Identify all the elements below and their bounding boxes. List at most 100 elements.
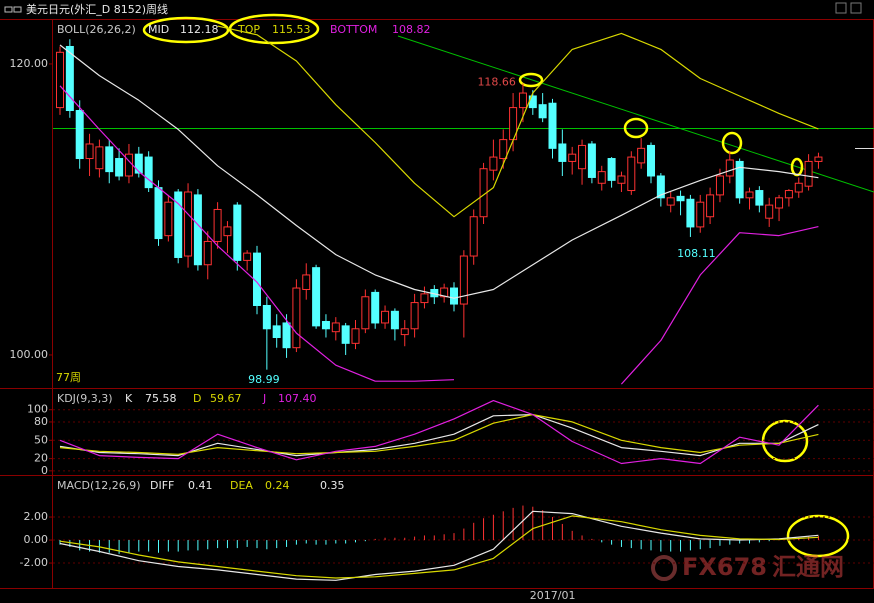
legend-name: MID	[148, 23, 169, 36]
legend-value: 107.40	[278, 392, 317, 405]
candle-body	[400, 328, 409, 336]
window-icon	[4, 6, 22, 13]
candle-body	[459, 255, 468, 305]
y-tick-label: 50	[34, 433, 48, 446]
candle-body	[676, 195, 685, 202]
panel-macd	[53, 505, 874, 581]
candle-body	[410, 302, 419, 330]
candle-body	[440, 287, 449, 298]
legend-value: 0.24	[265, 479, 290, 492]
indicator-line	[59, 510, 819, 581]
candle-body	[262, 304, 271, 330]
y-tick-label: 100.00	[10, 348, 49, 361]
watermark-name: 汇通网	[772, 553, 844, 581]
legend-value: 75.58	[145, 392, 177, 405]
candle-body	[784, 190, 793, 199]
candle-body	[587, 143, 596, 178]
candle-body	[351, 328, 360, 344]
candle-body	[312, 267, 321, 327]
legend-name: TOP	[237, 23, 260, 36]
candle-body	[95, 146, 104, 170]
data-label: 118.66	[477, 75, 516, 88]
candle-body	[814, 156, 823, 162]
candle-body	[568, 153, 577, 162]
candle-body	[124, 153, 133, 177]
candle-body	[193, 194, 202, 266]
legend-value: 59.67	[210, 392, 242, 405]
legend-name: DIFF	[150, 479, 174, 492]
y-tick-label: 100	[27, 403, 48, 416]
header-buttons	[835, 2, 862, 14]
candle-body	[627, 156, 636, 192]
legend-name: K	[125, 392, 133, 405]
candle-body	[420, 293, 429, 304]
candle-body	[213, 208, 222, 242]
watermark-brand: FX678	[682, 553, 767, 581]
trend-line	[397, 35, 874, 193]
y-tick-label: 20	[34, 452, 48, 465]
candle-body	[558, 143, 567, 162]
y-tick-label: -2.00	[20, 556, 48, 569]
candle-body	[775, 197, 784, 209]
candle-body	[696, 201, 705, 228]
candle-body	[597, 171, 606, 184]
candle-body	[637, 147, 646, 164]
candle-body	[134, 153, 143, 174]
y-tick-label: 80	[34, 415, 48, 428]
candle-body	[164, 201, 173, 237]
y-tick-label: 0.00	[24, 533, 49, 546]
candle-body	[706, 194, 715, 218]
candle-body	[144, 156, 153, 189]
candle-body	[469, 216, 478, 257]
candle-body	[361, 296, 370, 330]
indicator-line	[59, 515, 819, 579]
candle-body	[735, 160, 744, 199]
annotation: 77周	[56, 371, 81, 384]
candle-body	[518, 92, 527, 109]
candle-body	[292, 287, 301, 349]
legend-value: 108.82	[392, 23, 431, 36]
candle-body	[499, 139, 508, 160]
candle-body	[745, 191, 754, 199]
candle-body	[105, 146, 114, 173]
candle-body	[223, 226, 232, 237]
legend-value: 0.41	[188, 479, 213, 492]
legend-name: BOTTOM	[330, 23, 377, 36]
candle-body	[115, 158, 124, 177]
candle-body	[184, 191, 193, 257]
candle-body	[174, 191, 183, 258]
candle-body	[321, 321, 330, 330]
candle-body	[154, 187, 163, 240]
candle-body	[804, 160, 813, 187]
candle-body	[243, 252, 252, 261]
annotations	[53, 35, 874, 193]
panel-candlestick	[56, 25, 823, 385]
candle-body	[331, 322, 340, 333]
candle-body	[656, 175, 665, 199]
data-label: 98.99	[248, 373, 280, 386]
candle-body	[302, 274, 311, 290]
candle-body	[272, 325, 281, 339]
y-tick-label: 2.00	[24, 510, 49, 523]
legend-name: DEA	[230, 479, 253, 492]
candle-body	[56, 51, 64, 109]
candle-body	[75, 110, 84, 160]
indicator-line	[217, 25, 819, 218]
y-tick-label: 120.00	[10, 57, 49, 70]
legend-name: J	[262, 392, 266, 405]
candle-body	[725, 159, 734, 177]
indicator-line	[59, 85, 819, 385]
candle-body	[341, 325, 350, 344]
candle-body	[381, 310, 390, 324]
candle-body	[233, 204, 242, 261]
candle-body	[390, 310, 399, 330]
x-tick-label: 2017/01	[530, 589, 576, 602]
legend-value: 112.18	[180, 23, 219, 36]
highlight-ellipses	[142, 13, 850, 558]
panel-line	[53, 400, 874, 472]
data-label: 108.11	[677, 247, 716, 260]
candle-body	[203, 240, 212, 266]
watermark: FX678 汇通网	[651, 553, 844, 581]
legend-value: 115.53	[272, 23, 311, 36]
